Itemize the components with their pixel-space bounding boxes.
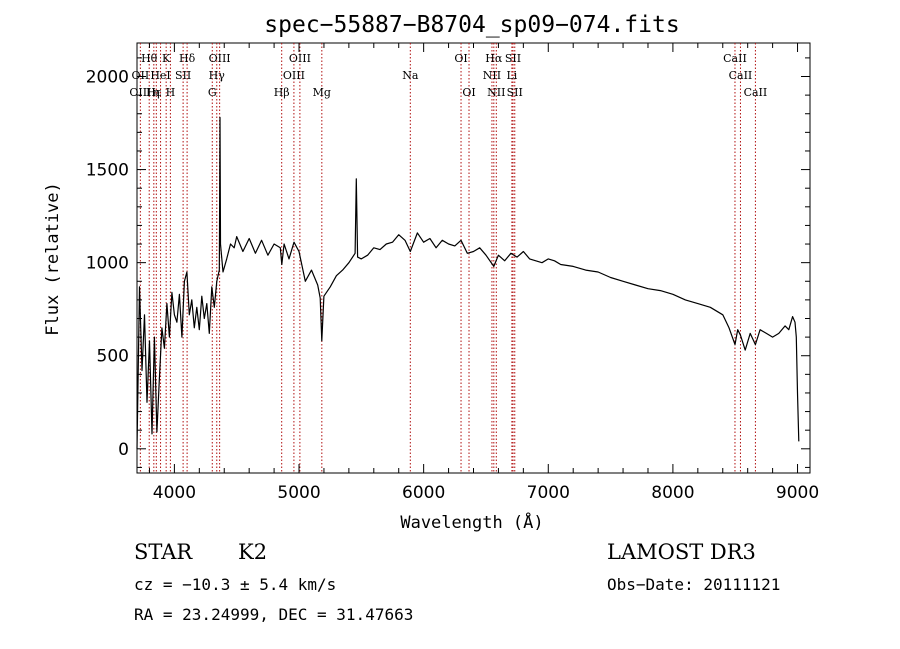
chart-title: spec−55887−B8704_sp09−074.fits [264,12,679,38]
coordinates: RA = 23.24999, DEC = 31.47663 [134,605,414,624]
spectral-line-markers [139,43,756,473]
spectral-line-label: η [153,86,160,99]
spectral-line-label: OIII [283,69,305,82]
spectral-line-label: CaII [744,86,768,99]
x-tick-label: 7000 [527,483,570,503]
spectral-line-label: Hα [485,52,503,65]
spectral-line-label: OIII [209,52,231,65]
spectral-line-label: OI [462,86,475,99]
y-tick-label: 500 [97,347,129,367]
spectral-line-label: Hβ [274,86,290,99]
x-axis: 4000 5000 6000 7000 8000 9000 [148,43,819,503]
plot-frame [136,42,811,474]
y-axis: 0 500 1000 1500 2000 [86,57,810,468]
spectral-line-label: NII [483,69,501,82]
spectral-line-label: NII [487,86,505,99]
x-tick-label: 6000 [402,483,445,503]
spectral-line-label: HeI [150,69,170,82]
x-tick-label: 4000 [153,483,196,503]
survey-name: LAMOST DR3 [607,540,756,564]
spectral-line-label: Hε [146,86,162,99]
y-tick-label: 1000 [86,254,129,274]
spectral-line-label: Hθ [141,52,158,65]
observation-date: Obs−Date: 20111121 [607,575,781,594]
spectral-line-label: Hγ [209,69,226,82]
spectral-line-label: CaII [729,69,753,82]
spectral-line-label: H [166,86,176,99]
spectral-line-label: Mg [313,86,331,99]
x-tick-label: 9000 [776,483,819,503]
spectral-line-label: SII [175,69,191,82]
spectral-line-label: OI [454,52,467,65]
flux-series [136,116,800,449]
y-axis-label: Flux (relative) [43,182,63,336]
redshift-velocity: cz = −10.3 ± 5.4 km/s [134,575,337,594]
spectral-line-label: CaII [723,52,747,65]
spectral-line-label: OII [132,69,150,82]
spectral-line-label: Hδ [179,52,196,65]
y-tick-label: 2000 [86,68,129,88]
object-subclass: K2 [238,540,268,564]
spectral-line-label: Na [402,69,419,82]
x-axis-label: Wavelength (Å) [400,511,543,533]
flux-line-0 [136,116,800,449]
spectral-line-label: OIII [289,52,311,65]
x-tick-label: 8000 [651,483,694,503]
y-tick-label: 1500 [86,161,129,181]
spectral-line-label: SII [507,86,523,99]
spectral-line-label: OIII [129,86,151,99]
object-class: STAR [134,540,193,564]
spectral-line-label: G [208,86,217,99]
spectral-line-label: SII [505,52,521,65]
x-tick-label: 5000 [277,483,320,503]
y-tick-label: 0 [118,440,129,460]
spectral-line-label: Li [506,69,517,82]
spectral-line-label: K [162,52,171,65]
